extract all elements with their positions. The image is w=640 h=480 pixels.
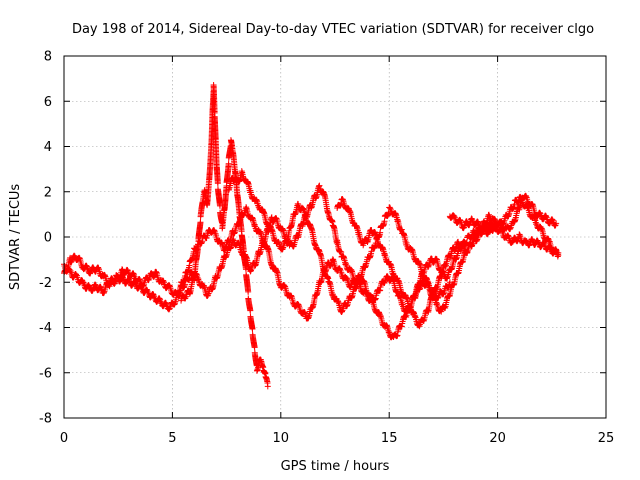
data-point <box>126 276 133 283</box>
data-point <box>249 325 256 332</box>
data-point <box>475 219 482 226</box>
x-tick-label: 15 <box>381 431 398 446</box>
y-axis-label: SDTVAR / TECUs <box>8 184 23 291</box>
data-point <box>120 274 127 281</box>
data-point <box>71 253 78 260</box>
data-point <box>434 294 441 301</box>
x-axis-label: GPS time / hours <box>281 459 390 474</box>
y-tick-label: 6 <box>44 95 52 110</box>
data-point <box>549 216 556 223</box>
grid <box>64 56 606 418</box>
data-point <box>505 232 512 239</box>
data-point <box>536 209 543 216</box>
y-tick-label: 8 <box>44 50 52 65</box>
y-tick-label: -2 <box>39 276 52 291</box>
data-point <box>553 220 560 227</box>
data-point <box>67 267 74 274</box>
data-point <box>95 265 102 272</box>
data-point <box>125 269 132 276</box>
data-point <box>150 291 157 298</box>
data-point <box>381 218 388 225</box>
data-point <box>160 278 167 285</box>
data-point <box>507 225 514 232</box>
y-tick-label: 2 <box>44 185 52 200</box>
data-point <box>240 248 247 255</box>
data-point <box>130 270 137 277</box>
axis-ticks: 0 5 10 15 20 25 -8 -6 -4 -2 0 2 4 6 8 <box>39 50 614 447</box>
data-point <box>195 241 202 248</box>
data-point <box>489 215 496 222</box>
data-point <box>197 219 204 226</box>
x-tick-label: 0 <box>60 431 68 446</box>
data-points <box>61 82 562 390</box>
data-point <box>163 300 170 307</box>
data-point <box>225 160 232 167</box>
chart-title: Day 198 of 2014, Sidereal Day-to-day VTE… <box>72 22 594 37</box>
y-tick-label: 0 <box>44 231 52 246</box>
data-point <box>117 277 124 284</box>
data-point <box>490 215 497 222</box>
plot-frame <box>63 55 607 419</box>
data-point <box>68 258 75 265</box>
data-point <box>460 224 467 231</box>
y-tick-label: -6 <box>39 366 52 381</box>
data-point <box>144 287 151 294</box>
data-point <box>481 224 488 231</box>
y-tick-label: -8 <box>39 412 52 427</box>
data-point <box>73 271 80 278</box>
data-point <box>251 344 258 351</box>
data-point <box>87 270 94 277</box>
x-tick-label: 10 <box>273 431 290 446</box>
data-point <box>156 295 163 302</box>
data-point <box>242 266 249 273</box>
data-point <box>145 277 152 284</box>
data-point <box>136 276 143 283</box>
data-point <box>377 229 384 236</box>
data-point <box>264 383 271 390</box>
data-point <box>386 204 393 211</box>
data-point <box>124 267 131 274</box>
data-point <box>114 272 121 279</box>
data-point <box>516 231 523 238</box>
data-point <box>132 279 139 286</box>
x-tick-label: 5 <box>168 431 176 446</box>
data-point <box>543 213 550 220</box>
data-point <box>555 252 562 259</box>
data-point <box>446 279 453 286</box>
y-tick-label: 4 <box>44 140 52 155</box>
data-point <box>451 213 458 220</box>
data-point <box>83 262 90 269</box>
data-point <box>230 236 237 243</box>
x-tick-label: 25 <box>598 431 615 446</box>
data-point <box>151 273 158 280</box>
data-point <box>92 281 99 288</box>
data-point <box>245 288 252 295</box>
data-point <box>247 307 254 314</box>
data-point <box>385 274 392 281</box>
x-tick-label: 20 <box>489 431 506 446</box>
y-tick-label: -4 <box>39 321 52 336</box>
data-point <box>214 180 221 187</box>
